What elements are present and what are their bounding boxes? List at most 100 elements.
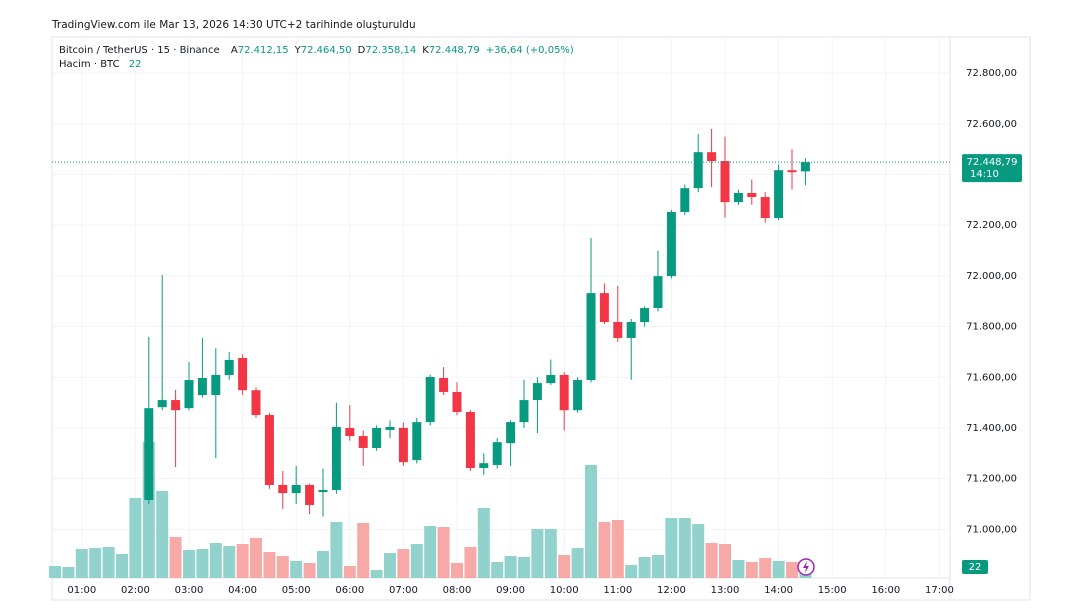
volume-bar <box>183 550 195 578</box>
volume-bar <box>464 547 477 578</box>
change-value: +36,64 (+0,05%) <box>486 45 574 56</box>
candle-body <box>546 374 556 384</box>
volume-bar <box>585 465 597 578</box>
volume-bar <box>665 518 678 578</box>
candle-body <box>372 427 382 448</box>
axes: 71.000,00 71.200,00 71.400,00 71.600,00 71.8… <box>52 68 1022 596</box>
volume-bar <box>625 565 638 578</box>
legend-line: Bitcoin / TetherUS · 15 · Binance A72.41… <box>59 45 574 56</box>
x-tick-label: 04:00 <box>228 585 257 596</box>
volume-bar <box>558 555 571 578</box>
candle-body <box>238 357 248 391</box>
x-tick-label: 17:00 <box>925 585 954 596</box>
candle-body <box>345 427 355 437</box>
volume-bar <box>692 524 705 578</box>
candle-body <box>720 161 730 203</box>
y-tick-label: 72.000,00 <box>966 271 1017 282</box>
volume-bar <box>317 551 329 578</box>
volume-bar <box>290 561 303 578</box>
x-tick-label: 15:00 <box>818 585 847 596</box>
volume-bar <box>477 508 490 578</box>
volume-bar <box>62 567 75 578</box>
candle-body <box>640 308 650 322</box>
last-price-box <box>962 154 1022 183</box>
volume-value: 22 <box>129 59 142 70</box>
symbol-title: Bitcoin / TetherUS · 15 · Binance <box>59 45 220 56</box>
candle-body <box>251 390 261 416</box>
y-tick-label: 72.200,00 <box>966 220 1017 231</box>
ohlc-value: 72.448,79 <box>429 45 480 56</box>
volume-bar <box>451 563 463 578</box>
candle-body <box>532 383 542 401</box>
ohlc-label: D <box>358 45 366 56</box>
candle-body <box>224 360 234 375</box>
volume-legend: Hacim · BTC 22 <box>59 59 142 70</box>
watermark: TradingView.com ile Mar 13, 2026 14:30 U… <box>51 19 416 31</box>
volume-bar <box>772 561 785 578</box>
candle-body <box>398 427 408 463</box>
event-icon-bolt <box>803 561 809 573</box>
candle-body <box>385 426 395 430</box>
x-tick-label: 08:00 <box>443 585 472 596</box>
volume-bar <box>384 553 396 578</box>
x-tick-label: 05:00 <box>282 585 311 596</box>
candle-body <box>519 400 529 423</box>
candle-body <box>559 374 569 411</box>
candle-body <box>626 321 636 338</box>
candle-body <box>506 422 516 444</box>
volume-bar <box>719 544 731 578</box>
volume-bar <box>598 522 611 578</box>
x-tick-label: 02:00 <box>121 585 150 596</box>
candle-body <box>599 293 609 322</box>
ohlc-label: K <box>422 45 429 56</box>
y-tick-label: 71.200,00 <box>966 474 1017 485</box>
volume-bar <box>357 523 370 578</box>
candle-body <box>653 276 663 309</box>
x-tick-label: 09:00 <box>496 585 525 596</box>
ohlc-value: 72.358,14 <box>365 45 416 56</box>
candle-body <box>707 152 717 162</box>
volume-bar <box>303 563 316 578</box>
volume-bar <box>518 557 530 578</box>
candle-body <box>465 411 475 468</box>
x-tick-label: 11:00 <box>603 585 632 596</box>
x-tick-label: 12:00 <box>657 585 686 596</box>
volume-bar <box>652 555 664 578</box>
candle-body <box>197 378 207 395</box>
grid <box>52 37 950 578</box>
volume-bar <box>786 562 798 578</box>
volume-bar <box>196 549 209 578</box>
candle-body <box>144 408 154 500</box>
volume-bar <box>732 560 745 578</box>
x-tick-label: 06:00 <box>335 585 364 596</box>
volume-bar <box>571 548 584 578</box>
ohlc-value: 72.464,50 <box>301 45 352 56</box>
volume-bar <box>116 554 128 578</box>
volume-value-box <box>962 560 988 574</box>
chart-frame <box>51 36 1031 601</box>
x-tick-label: 14:00 <box>764 585 793 596</box>
volume-bar <box>209 543 222 578</box>
candle-body <box>157 400 167 408</box>
volume-bar <box>169 537 182 578</box>
volume-bar <box>75 549 88 578</box>
candle-layer <box>144 128 810 517</box>
volume-bar <box>49 566 61 578</box>
ohlc-label: A <box>231 45 238 56</box>
volume-bar <box>223 546 236 578</box>
candle-body <box>787 170 797 173</box>
volume-bar <box>678 518 691 578</box>
volume-bar <box>745 562 758 578</box>
candle-body <box>305 484 315 506</box>
candle-body <box>331 426 341 491</box>
volume-bar <box>544 529 557 578</box>
volume-bar <box>410 544 423 578</box>
candle-body <box>586 293 596 381</box>
candle-body <box>425 376 435 423</box>
y-tick-label: 72.800,00 <box>966 68 1017 79</box>
y-tick-label: 71.000,00 <box>966 524 1017 535</box>
volume-bar <box>638 557 651 578</box>
candle-body <box>666 211 676 277</box>
candle-body <box>747 192 757 198</box>
